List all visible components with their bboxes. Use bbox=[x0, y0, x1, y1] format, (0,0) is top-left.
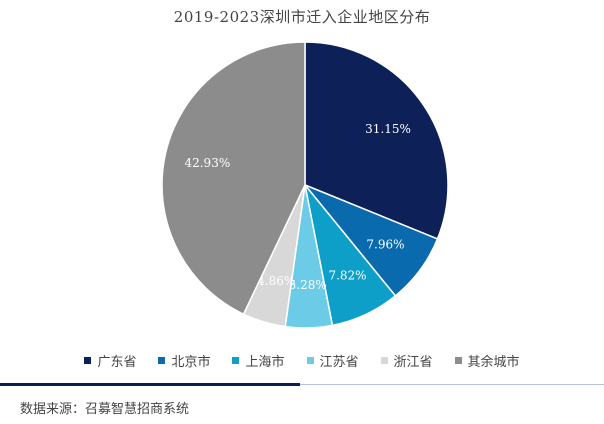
legend-swatch-2 bbox=[158, 357, 166, 364]
legend-item-4: 江苏省 bbox=[306, 351, 359, 370]
footer-divider-light bbox=[300, 384, 604, 385]
pie-data-label-6: 42.93% bbox=[184, 156, 230, 170]
legend-label-2: 北京市 bbox=[171, 355, 211, 370]
legend-item-5: 浙江省 bbox=[380, 351, 433, 370]
legend-swatch-3 bbox=[232, 357, 240, 364]
legend-label-6: 其余城市 bbox=[467, 355, 520, 370]
data-source-note: 数据来源：召募智慧招商系统 bbox=[20, 402, 190, 417]
pie-data-label-2: 7.96% bbox=[366, 237, 404, 251]
footer-divider-dark bbox=[0, 383, 300, 386]
chart-legend: 广东省 北京市 上海市 江苏省 浙江省 其余城市 bbox=[0, 351, 604, 370]
legend-item-1: 广东省 bbox=[84, 351, 136, 370]
pie-data-label-4: 5.28% bbox=[289, 278, 327, 292]
legend-label-4: 江苏省 bbox=[319, 355, 359, 370]
legend-swatch-4 bbox=[306, 357, 314, 364]
legend-item-3: 上海市 bbox=[232, 351, 285, 370]
legend-swatch-6 bbox=[454, 357, 462, 364]
pie-slice-1 bbox=[304, 41, 449, 240]
pie-slice-6 bbox=[161, 41, 306, 316]
pie-data-label-5: 4.86% bbox=[257, 274, 295, 288]
legend-swatch-5 bbox=[380, 357, 388, 364]
legend-label-3: 上海市 bbox=[245, 355, 285, 370]
pie-data-label-1: 31.15% bbox=[365, 122, 411, 136]
chart-title: 2019-2023深圳市迁入企业地区分布 bbox=[173, 8, 431, 26]
legend-swatch-1 bbox=[84, 357, 92, 364]
legend-item-6: 其余城市 bbox=[454, 351, 520, 370]
pie-data-label-3: 7.82% bbox=[328, 269, 366, 283]
legend-label-5: 浙江省 bbox=[393, 355, 433, 370]
legend-label-1: 广东省 bbox=[97, 355, 137, 370]
legend-item-2: 北京市 bbox=[158, 351, 210, 370]
